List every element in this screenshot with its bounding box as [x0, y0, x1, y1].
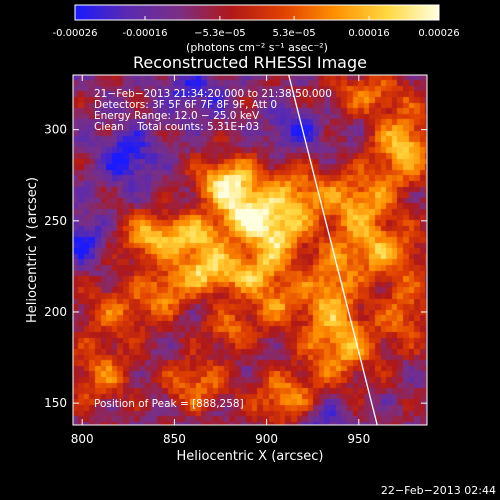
x-tick-label: 950 [347, 432, 370, 446]
y-tick-label: 200 [44, 305, 67, 319]
info-time-range: 21−Feb−2013 21:34:20.000 to 21:38:50.000 [94, 88, 332, 100]
footer-timestamp: 22−Feb−2013 02:44 [381, 484, 496, 497]
chart-title: Reconstructed RHESSI Image [133, 53, 367, 72]
x-axis-label: Heliocentric X (arcsec) [177, 449, 324, 464]
x-tick-label: 850 [163, 432, 186, 446]
plot-frame [72, 74, 428, 426]
info-detectors: Detectors: 3F 5F 6F 7F 8F 9F, Att 0 [94, 99, 277, 111]
colorbar-ticks: -0.00026 -0.00016 −5.3e−05 5.3e−05 0.00016 0.… [53, 16, 460, 39]
colorbar-tick-label: -0.00016 [123, 28, 168, 39]
x-axis-ticks: 800 850 900 950 [71, 75, 370, 446]
colorbar [74, 4, 440, 21]
colorbar-tick-label: 5.3e−05 [273, 28, 316, 39]
colorbar-unit-label: (photons cm⁻² s⁻¹ asec⁻²) [186, 41, 328, 54]
peak-position-label: Position of Peak = [888,258] [94, 398, 244, 410]
heatmap-image [73, 75, 427, 425]
y-axis-label: Heliocentric Y (arcsec) [25, 177, 40, 323]
x-tick-label: 900 [255, 432, 278, 446]
solar-limb-line [288, 75, 378, 425]
info-energy-range: Energy Range: 12.0 − 25.0 keV [94, 110, 260, 122]
y-axis-ticks: 150 200 250 300 [44, 123, 427, 410]
y-tick-label: 300 [44, 123, 67, 137]
colorbar-tick-label: 0.00026 [418, 28, 459, 39]
info-clean-total-counts: Clean Total counts: 5.31E+03 [94, 121, 259, 133]
y-tick-label: 250 [44, 214, 67, 228]
colorbar-tick-label: −5.3e−05 [194, 28, 246, 39]
y-tick-label: 150 [44, 396, 67, 410]
colorbar-tick-label: 0.00016 [348, 28, 389, 39]
colorbar-tick-label: -0.00026 [53, 28, 98, 39]
x-tick-label: 800 [71, 432, 94, 446]
